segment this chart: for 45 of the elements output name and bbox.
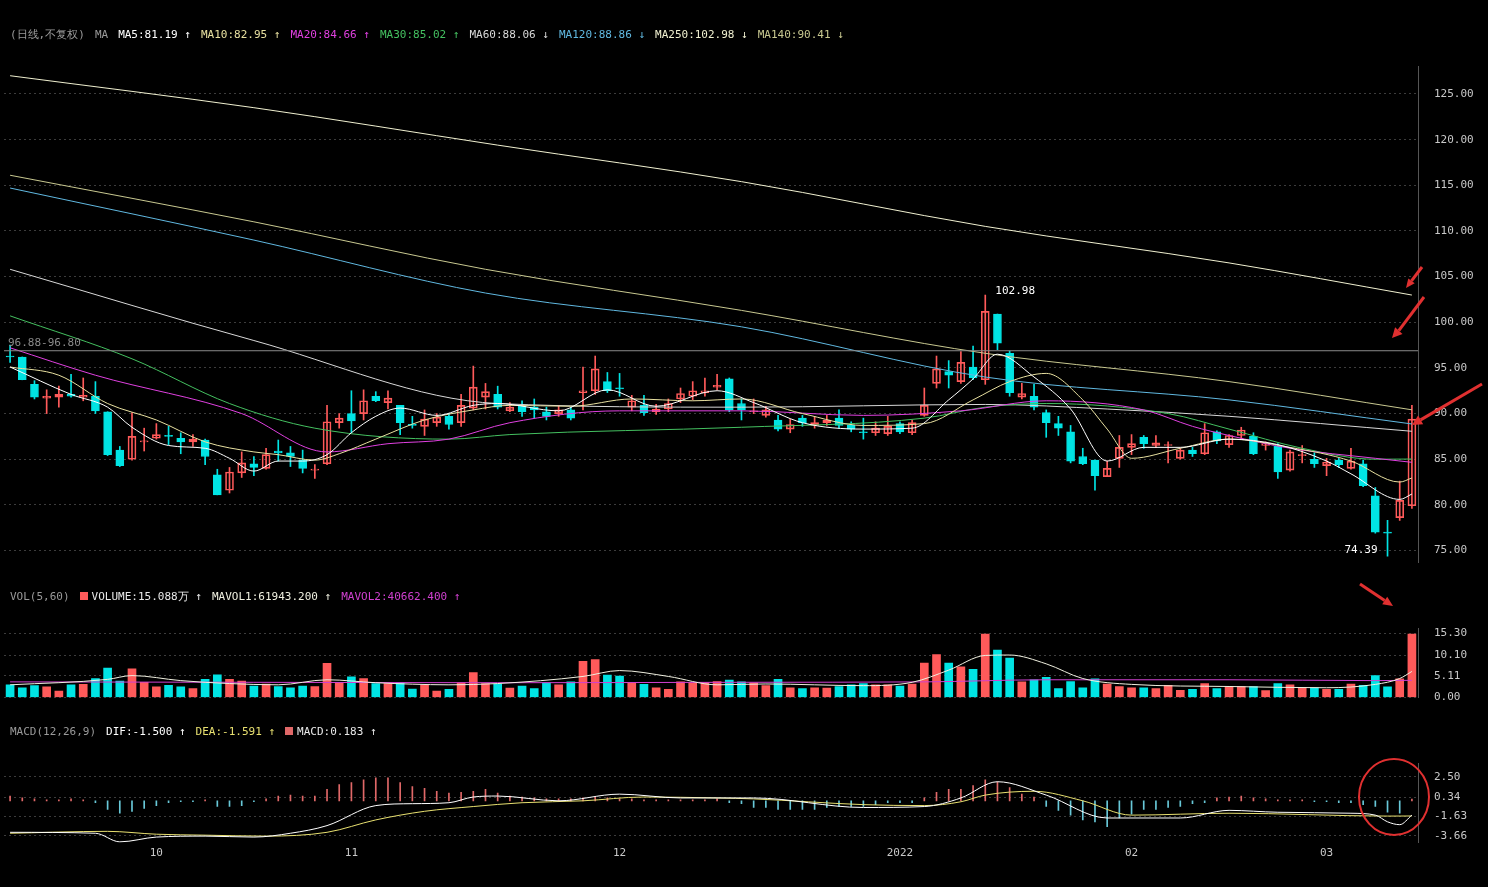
text: DEA:-1.591 ↑ — [195, 724, 276, 738]
y-tick-label: 95.00 — [1434, 360, 1468, 374]
text: MA20:84.66 ↑ — [290, 27, 370, 41]
y-tick-label: 120.00 — [1434, 132, 1474, 146]
legend-title: VOL(5,60) — [10, 589, 70, 603]
y-tick-label: 0.00 — [1434, 690, 1461, 704]
y-tick-label: 0.34 — [1434, 790, 1461, 804]
text: MAVOL1:61943.200 ↑ — [211, 589, 332, 603]
text: MA30:85.02 ↑ — [379, 27, 460, 41]
text: MAVOL2:40662.400 ↑ — [341, 589, 461, 603]
x-tick-label: 12 — [612, 846, 627, 860]
legend-title: MA — [94, 27, 109, 41]
y-tick-label: 10.10 — [1434, 647, 1468, 661]
y-tick-label: 105.00 — [1434, 269, 1474, 283]
y-tick-label: 125.00 — [1434, 86, 1474, 100]
y-tick-label: 15.30 — [1434, 626, 1468, 640]
y-tick-label: 75.00 — [1434, 543, 1468, 557]
y-tick-label: -1.63 — [1434, 809, 1468, 823]
text: MA140:90.41 ↓ — [757, 27, 844, 41]
y-tick-label: 80.00 — [1434, 497, 1468, 511]
y-tick-label: 5.11 — [1434, 668, 1461, 682]
y-tick-label: 2.50 — [1434, 769, 1461, 783]
y-tick-label: 100.00 — [1434, 315, 1474, 329]
annotation: 74.39 — [1344, 542, 1378, 556]
legend-label: VOLUME:15.088万 ↑ — [91, 588, 202, 604]
y-tick-label: -3.66 — [1434, 828, 1468, 842]
annotation: 102.98 — [995, 283, 1036, 297]
chart-subtitle: (日线,不复权) — [10, 26, 85, 42]
text: DIF:-1.500 ↑ — [106, 724, 186, 738]
x-tick-label: 10 — [149, 846, 163, 860]
x-tick-label: 03 — [1319, 846, 1334, 860]
y-tick-label: 110.00 — [1434, 223, 1474, 237]
y-tick-label: 85.00 — [1434, 452, 1468, 466]
ref-line-label: 96.88-96.80 — [8, 336, 81, 350]
text: MA60:88.06 ↓ — [469, 27, 549, 41]
text: MA120:88.86 ↓ — [558, 27, 646, 41]
legend-title: MACD(12,26,9) — [10, 724, 97, 738]
x-tick-label: 2022 — [886, 846, 914, 860]
text: MA5:81.19 ↑ — [118, 27, 191, 41]
legend-label: MACD:0.183 ↑ — [297, 724, 377, 738]
text: MA250:102.98 ↓ — [655, 27, 748, 41]
x-tick-label: 11 — [344, 846, 359, 860]
x-tick-label: 02 — [1124, 846, 1139, 860]
y-tick-label: 115.00 — [1434, 178, 1474, 192]
text: MA10:82.95 ↑ — [200, 27, 281, 41]
